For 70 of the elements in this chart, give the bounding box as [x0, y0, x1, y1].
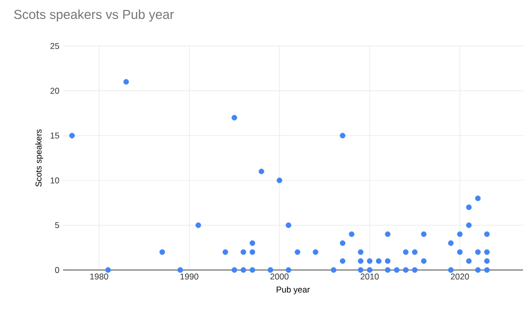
point [294, 249, 300, 255]
point [250, 249, 256, 255]
y-tick-label: 10 [50, 177, 60, 184]
y-axis-title: Scots speakers [35, 129, 44, 187]
point [457, 231, 463, 237]
point [268, 267, 274, 273]
chart-title: Scots speakers vs Pub year [14, 10, 174, 22]
point [394, 267, 400, 273]
point [286, 222, 292, 228]
point [258, 168, 264, 174]
point [358, 249, 364, 255]
point [376, 258, 382, 264]
point [402, 267, 409, 273]
point [358, 258, 364, 264]
y-tick-label: 20 [50, 88, 60, 94]
point [366, 258, 372, 264]
point [177, 267, 184, 273]
point [123, 79, 129, 85]
point [466, 222, 472, 228]
point [475, 249, 481, 255]
x-axis-title: Pub year [276, 286, 310, 294]
point [358, 267, 364, 273]
point [420, 258, 427, 264]
point [312, 249, 318, 255]
point [330, 267, 336, 273]
point [384, 231, 390, 237]
point [466, 204, 472, 210]
point [412, 267, 418, 273]
point [105, 267, 111, 273]
x-tick-label: 2000 [270, 274, 289, 280]
point [420, 231, 427, 237]
y-tick-label: 25 [50, 43, 60, 49]
y-tick-label: 0 [55, 267, 60, 273]
point [484, 258, 490, 264]
y-tick-label: 5 [55, 222, 60, 228]
point [196, 222, 202, 228]
point [340, 240, 346, 246]
point [484, 231, 490, 237]
point [250, 267, 256, 273]
x-tick-label: 1980 [90, 274, 108, 280]
point [475, 267, 481, 273]
point [240, 249, 246, 255]
point [366, 267, 372, 273]
point [448, 240, 454, 246]
point [412, 249, 418, 255]
point [250, 240, 256, 246]
point [384, 258, 390, 264]
point [222, 249, 228, 255]
point [232, 267, 238, 273]
x-tick-label: 1990 [180, 274, 198, 280]
point [240, 267, 246, 273]
point [457, 249, 463, 255]
point [159, 249, 166, 255]
point [69, 132, 75, 138]
x-tick-label: 2020 [450, 274, 469, 280]
point [348, 231, 354, 237]
point [475, 196, 481, 202]
point [286, 267, 292, 273]
x-tick-label: 2010 [360, 274, 379, 280]
y-tick-label: 15 [50, 132, 60, 139]
point [484, 249, 490, 255]
point [484, 267, 490, 273]
point [340, 132, 346, 138]
point [232, 114, 238, 120]
point [448, 267, 454, 273]
point [276, 178, 282, 184]
point [340, 258, 346, 264]
point [402, 249, 409, 255]
point [384, 267, 390, 273]
point [466, 258, 472, 264]
